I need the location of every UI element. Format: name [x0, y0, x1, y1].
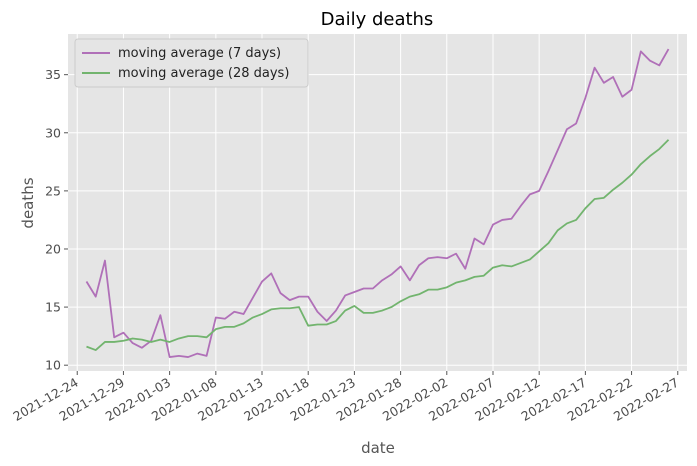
legend-label-28-day: moving average (28 days) — [118, 66, 289, 81]
series-layer — [85, 48, 670, 358]
y-tick-label-3: 25 — [45, 183, 61, 198]
series-line-1 — [86, 139, 670, 351]
plot-background — [68, 34, 687, 371]
legend: moving average (7 days) moving average (… — [74, 38, 309, 88]
y-tick-label-4: 30 — [45, 125, 61, 140]
legend-box — [74, 38, 309, 88]
x-axis-label: date — [361, 439, 395, 457]
y-axis-ticks: 10 15 20 25 30 35 — [45, 67, 68, 373]
series-line-0 — [85, 48, 670, 358]
legend-label-7-day: moving average (7 days) — [118, 46, 281, 61]
y-axis-label: deaths — [19, 177, 37, 228]
x-axis-ticks: 2021-12-242021-12-292022-01-032022-01-08… — [10, 371, 681, 424]
y-tick-label-1: 15 — [45, 300, 61, 315]
chart-title: Daily deaths — [321, 9, 434, 30]
y-tick-label-0: 10 — [45, 358, 61, 373]
y-tick-label-5: 35 — [45, 67, 61, 82]
y-tick-label-2: 20 — [45, 241, 61, 256]
